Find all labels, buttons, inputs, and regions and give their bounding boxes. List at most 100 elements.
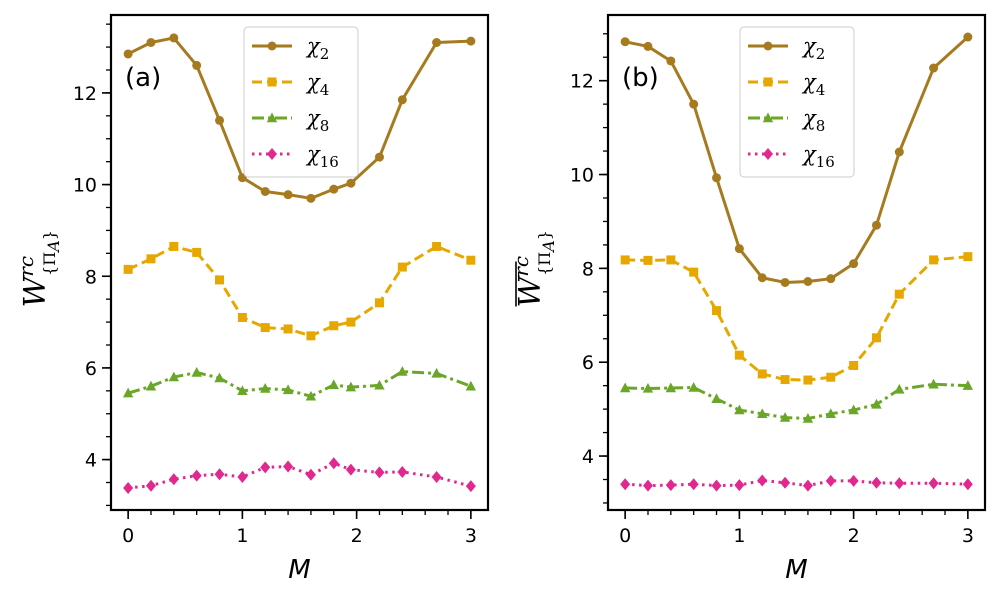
data-point	[192, 60, 202, 70]
series-line	[127, 370, 472, 398]
data-point	[305, 390, 317, 401]
data-point	[283, 190, 293, 200]
y-axis-label-text: Wrc {ΠA}	[14, 230, 63, 308]
data-point	[191, 367, 202, 377]
x-tick-label: 2	[848, 525, 860, 547]
data-point	[734, 350, 744, 360]
series-line	[625, 382, 968, 421]
data-point	[282, 384, 294, 395]
y-label-sup: rc	[509, 256, 533, 277]
data-point	[192, 247, 202, 257]
data-point	[757, 273, 767, 283]
data-point	[215, 115, 225, 125]
data-point	[619, 382, 631, 393]
data-point	[431, 367, 442, 378]
data-point	[712, 173, 722, 183]
data-point	[826, 372, 836, 382]
data-point	[168, 473, 179, 486]
data-point	[237, 471, 248, 483]
y-tick-label: 10	[570, 165, 594, 187]
data-point	[825, 474, 836, 487]
legend-label-sub: 2	[816, 45, 826, 63]
data-point	[214, 468, 225, 481]
series-chi-16	[123, 457, 476, 494]
data-point	[465, 380, 477, 391]
data-point	[432, 241, 442, 251]
data-point	[712, 306, 722, 316]
data-point	[123, 49, 133, 59]
data-point	[802, 479, 813, 492]
data-point	[642, 479, 653, 492]
y-label-sub-italic: A	[539, 240, 558, 254]
y-label-sub-end: }	[535, 230, 554, 240]
data-point	[620, 478, 631, 491]
data-point	[871, 220, 881, 230]
data-point	[871, 476, 882, 489]
series-chi-8	[619, 378, 974, 423]
panel-label: (b)	[622, 63, 659, 93]
data-point	[871, 398, 882, 409]
data-point	[465, 480, 476, 493]
legend-label-sub: 2	[320, 45, 330, 63]
data-point	[346, 178, 356, 188]
data-point	[345, 463, 356, 476]
data-point	[894, 383, 905, 394]
y-tick-label: 12	[73, 83, 97, 105]
data-point	[374, 152, 384, 162]
series-chi-2	[620, 32, 973, 287]
data-point	[757, 408, 768, 419]
series-chi-8	[122, 366, 477, 401]
y-label-main: W	[513, 275, 548, 308]
data-point	[963, 252, 973, 262]
x-tick-label: 1	[236, 525, 248, 547]
legend-label-sub: 16	[320, 153, 339, 171]
data-point	[962, 478, 973, 491]
data-point	[848, 474, 859, 487]
data-point	[329, 184, 339, 194]
plot-frame	[109, 13, 490, 512]
data-point	[711, 479, 722, 492]
y-axis-label: Wrc {ΠA}	[14, 230, 63, 308]
legend-label-sub: 8	[320, 117, 330, 135]
data-point	[432, 38, 442, 47]
data-point	[688, 382, 699, 392]
y-label-sub-italic: A	[44, 240, 63, 254]
data-point	[305, 468, 316, 481]
x-tick-label: 3	[962, 525, 974, 547]
x-tick-label: 0	[619, 525, 631, 547]
data-point	[643, 255, 653, 265]
data-point	[642, 382, 654, 393]
data-point	[431, 471, 442, 483]
legend-marker	[763, 41, 773, 51]
legend-box	[739, 26, 855, 178]
data-point	[306, 331, 316, 341]
data-point	[962, 380, 974, 390]
data-point	[237, 385, 248, 396]
data-point	[397, 366, 408, 376]
data-point	[237, 313, 247, 322]
legend-marker	[267, 41, 277, 51]
data-point	[329, 321, 339, 331]
data-point	[779, 412, 791, 422]
data-point	[802, 413, 814, 423]
data-point	[734, 479, 745, 492]
data-point	[215, 275, 225, 285]
data-point	[871, 333, 881, 343]
y-label-sub: {ΠA}	[535, 230, 558, 276]
legend-box	[243, 26, 359, 178]
data-point	[374, 298, 384, 308]
x-tick-label: 0	[122, 525, 134, 547]
data-point	[689, 99, 699, 109]
data-point	[803, 277, 813, 287]
data-point	[145, 380, 157, 391]
data-point	[803, 375, 813, 385]
data-point	[146, 38, 156, 47]
data-point	[123, 264, 133, 274]
series-chi-2	[123, 33, 476, 203]
y-tick-label: 6	[85, 358, 97, 380]
data-point	[734, 244, 744, 254]
data-point	[260, 383, 271, 393]
